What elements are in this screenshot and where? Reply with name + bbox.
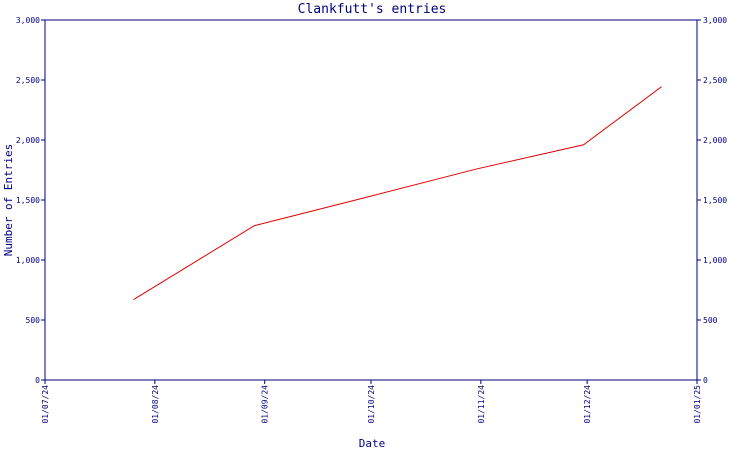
y-axis-right: 0 500 1,000 1,500 2,000 2,500 3,000: [697, 16, 727, 385]
chart-title: Clankfutt's entries: [298, 2, 447, 17]
y-tick-label-right: 1,500: [703, 196, 727, 205]
y-tick-label-right: 2,500: [703, 76, 727, 85]
y-axis-label: Number of Entries: [2, 144, 15, 257]
y-tick-label-right: 500: [703, 316, 718, 325]
x-tick-label: 01/08/24: [151, 385, 160, 424]
series-layer: [133, 86, 662, 301]
y-tick-label-left: 500: [26, 316, 41, 325]
x-tick-label: 01/07/24: [41, 385, 50, 424]
y-axis-left: 0 500 1,000 1,500 2,000 2,500 3,000: [16, 16, 45, 385]
x-tick-label: 01/09/24: [261, 385, 270, 424]
y-tick-label-left: 3,000: [16, 16, 40, 25]
y-tick-label-left: 1,500: [16, 196, 40, 205]
x-tick-label: 01/11/24: [477, 385, 486, 424]
y-tick-label-right: 0: [703, 376, 708, 385]
x-tick-label: 01/01/25: [693, 385, 702, 424]
y-tick-label-left: 1,000: [16, 256, 40, 265]
plot-frame: [44, 19, 698, 381]
x-tick-label: 01/10/24: [367, 385, 376, 424]
x-axis-label: Date: [359, 437, 386, 450]
y-tick-label-right: 2,000: [703, 136, 727, 145]
x-axis: 01/07/24 01/08/24 01/09/24 01/10/24 01/11/24…: [41, 380, 702, 424]
y-tick-label-left: 2,500: [16, 76, 40, 85]
y-tick-label-right: 1,000: [703, 256, 727, 265]
y-tick-label-right: 3,000: [703, 16, 727, 25]
series-line: [133, 86, 662, 301]
y-tick-label-left: 2,000: [16, 136, 40, 145]
y-tick-label-left: 0: [35, 376, 40, 385]
x-tick-label: 01/12/24: [583, 385, 592, 424]
